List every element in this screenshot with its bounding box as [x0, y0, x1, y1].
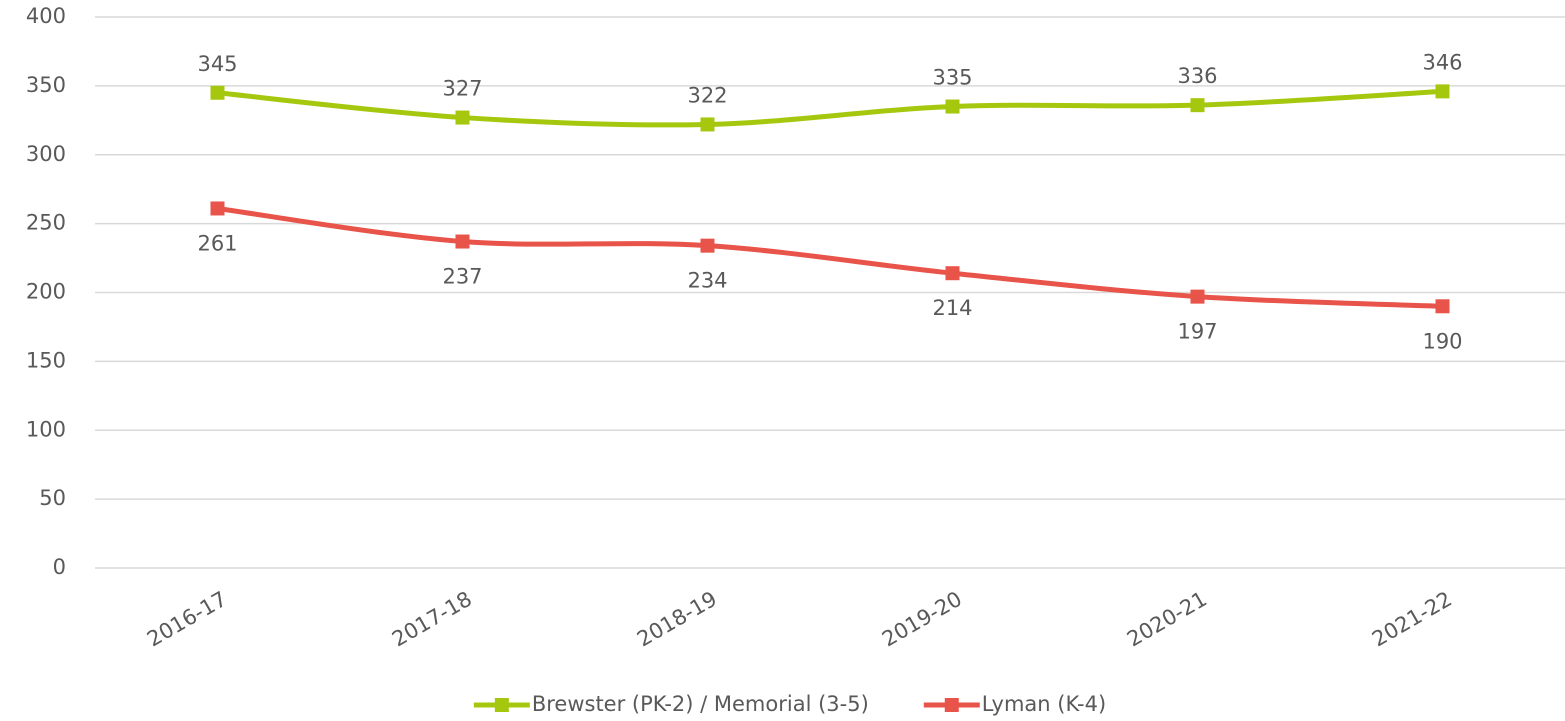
data-label: 327	[442, 77, 482, 101]
data-label: 336	[1177, 64, 1217, 88]
x-tick-label: 2020-21	[1123, 587, 1211, 652]
data-label: 335	[932, 66, 972, 90]
x-tick-label: 2021-22	[1368, 587, 1456, 652]
marker	[210, 201, 225, 216]
legend-swatch-marker	[944, 698, 959, 712]
marker	[455, 110, 470, 125]
marker	[1435, 84, 1450, 99]
data-label: 322	[687, 83, 727, 107]
legend-item: Brewster (PK-2) / Memorial (3-5)	[473, 692, 869, 716]
data-label: 345	[197, 52, 237, 76]
y-tick-label: 50	[39, 486, 66, 510]
marker	[945, 266, 960, 281]
x-tick-label: 2016-17	[143, 587, 231, 652]
data-label: 234	[687, 269, 727, 293]
y-tick-label: 100	[26, 417, 66, 441]
legend-label: Brewster (PK-2) / Memorial (3-5)	[532, 692, 869, 716]
marker	[210, 85, 225, 100]
x-tick-label: 2017-18	[388, 587, 476, 652]
data-label: 237	[442, 265, 482, 289]
y-tick-label: 350	[26, 73, 66, 97]
marker	[1190, 98, 1205, 113]
marker	[700, 238, 715, 253]
y-tick-label: 200	[26, 280, 66, 304]
y-tick-label: 250	[26, 211, 66, 235]
marker	[945, 99, 960, 114]
x-tick-label: 2019-20	[878, 587, 966, 652]
marker	[1435, 299, 1450, 314]
marker	[700, 117, 715, 132]
data-label: 261	[197, 231, 237, 255]
legend-swatch-marker	[494, 698, 509, 712]
series-line	[215, 88, 1445, 128]
legend: Brewster (PK-2) / Memorial (3-5) Lyman (K…	[473, 692, 1106, 716]
legend-item: Lyman (K-4)	[923, 692, 1106, 716]
x-tick-label: 2018-19	[633, 587, 721, 652]
y-tick-label: 150	[26, 348, 66, 372]
data-label: 197	[1177, 320, 1217, 344]
y-tick-label: 400	[26, 4, 66, 28]
data-label: 214	[932, 296, 972, 320]
y-tick-label: 300	[26, 142, 66, 166]
data-label: 190	[1422, 329, 1462, 353]
series-line	[215, 205, 1445, 309]
legend-label: Lyman (K-4)	[982, 692, 1106, 716]
marker	[455, 234, 470, 249]
y-tick-label: 0	[53, 555, 66, 579]
marker	[1190, 289, 1205, 304]
data-label: 346	[1422, 50, 1462, 74]
